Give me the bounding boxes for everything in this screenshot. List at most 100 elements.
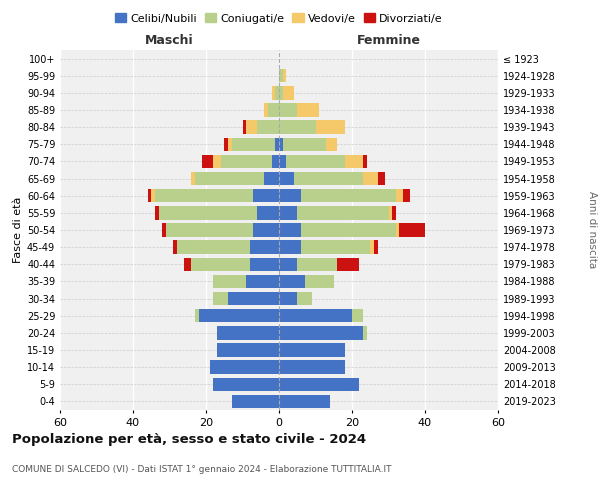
Bar (297, 258, 337, 271)
Bar (257, 120, 279, 134)
Bar (301, 189, 396, 202)
Bar (279, 360, 344, 374)
Bar (297, 292, 312, 306)
Bar (293, 172, 363, 186)
Bar (184, 258, 191, 271)
Bar (166, 224, 253, 236)
Bar (224, 138, 228, 151)
Bar (268, 104, 279, 117)
Bar (389, 206, 392, 220)
Bar (195, 172, 265, 186)
Bar (370, 240, 374, 254)
Bar (279, 69, 283, 82)
Bar (279, 206, 297, 220)
Bar (246, 274, 279, 288)
Bar (155, 189, 253, 202)
Bar (283, 138, 326, 151)
Bar (279, 154, 286, 168)
Bar (199, 309, 279, 322)
Bar (344, 154, 363, 168)
Bar (155, 206, 158, 220)
Bar (173, 240, 177, 254)
Bar (253, 189, 279, 202)
Bar (301, 224, 396, 236)
Bar (279, 189, 301, 202)
Bar (283, 69, 286, 82)
Bar (232, 138, 275, 151)
Bar (316, 120, 344, 134)
Bar (209, 360, 279, 374)
Bar (232, 394, 279, 408)
Text: COMUNE DI SALCEDO (VI) - Dati ISTAT 1° gennaio 2024 - Elaborazione TUTTITALIA.IT: COMUNE DI SALCEDO (VI) - Dati ISTAT 1° g… (12, 466, 392, 474)
Bar (265, 172, 279, 186)
Bar (279, 120, 316, 134)
Bar (279, 292, 297, 306)
Bar (363, 172, 377, 186)
Bar (400, 224, 425, 236)
Bar (377, 172, 385, 186)
Bar (363, 154, 367, 168)
Bar (202, 154, 214, 168)
Text: Anni di nascita: Anni di nascita (587, 192, 597, 268)
Bar (217, 326, 279, 340)
Bar (257, 206, 279, 220)
Bar (272, 154, 279, 168)
Bar (250, 258, 279, 271)
Bar (279, 344, 344, 356)
Bar (214, 292, 228, 306)
Bar (286, 154, 345, 168)
Bar (265, 104, 268, 117)
Bar (279, 172, 293, 186)
Bar (279, 258, 297, 271)
Bar (195, 309, 199, 322)
Bar (158, 206, 257, 220)
Text: Popolazione per età, sesso e stato civile - 2024: Popolazione per età, sesso e stato civil… (12, 432, 366, 446)
Bar (279, 104, 297, 117)
Text: Maschi: Maschi (145, 34, 194, 46)
Bar (228, 138, 232, 151)
Bar (279, 378, 359, 391)
Bar (272, 86, 275, 100)
Bar (191, 258, 250, 271)
Bar (279, 240, 301, 254)
Bar (253, 224, 279, 236)
Bar (191, 172, 195, 186)
Bar (363, 326, 367, 340)
Bar (279, 138, 283, 151)
Bar (305, 274, 334, 288)
Bar (396, 189, 403, 202)
Bar (275, 86, 279, 100)
Bar (228, 292, 279, 306)
Bar (217, 344, 279, 356)
Bar (301, 240, 370, 254)
Bar (374, 240, 377, 254)
Bar (279, 274, 305, 288)
Bar (279, 326, 363, 340)
Bar (250, 240, 279, 254)
Bar (214, 154, 221, 168)
Bar (403, 189, 410, 202)
Bar (297, 104, 319, 117)
Bar (242, 120, 246, 134)
Text: Femmine: Femmine (356, 34, 421, 46)
Bar (392, 206, 396, 220)
Bar (246, 120, 257, 134)
Bar (148, 189, 151, 202)
Bar (214, 274, 246, 288)
Y-axis label: Fasce di età: Fasce di età (13, 197, 23, 263)
Bar (221, 154, 272, 168)
Bar (162, 224, 166, 236)
Bar (279, 394, 330, 408)
Bar (396, 224, 400, 236)
Bar (297, 206, 389, 220)
Bar (279, 309, 352, 322)
Bar (275, 138, 279, 151)
Legend: Celibi/Nubili, Coniugati/e, Vedovi/e, Divorziati/e: Celibi/Nubili, Coniugati/e, Vedovi/e, Di… (111, 9, 447, 28)
Bar (177, 240, 250, 254)
Bar (337, 258, 359, 271)
Bar (214, 378, 279, 391)
Bar (326, 138, 337, 151)
Bar (352, 309, 363, 322)
Bar (279, 86, 283, 100)
Bar (279, 224, 301, 236)
